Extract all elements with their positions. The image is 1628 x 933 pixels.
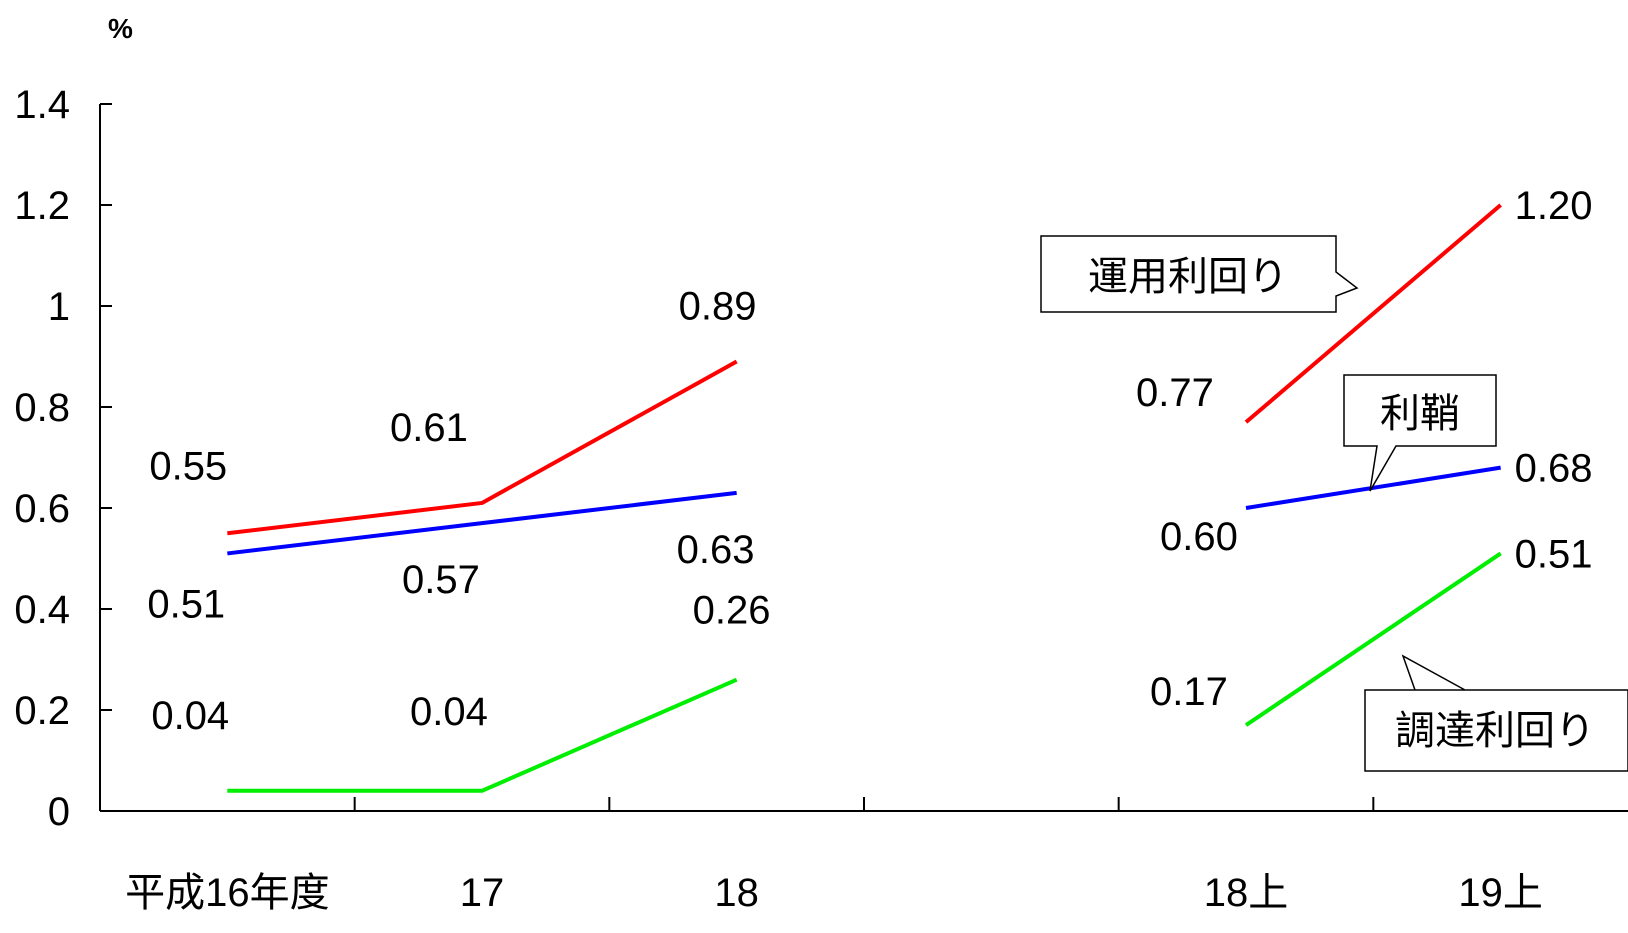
- data-label: 0.51: [1515, 532, 1593, 576]
- y-tick-label: 1.2: [14, 184, 70, 228]
- callout-choutatsu-rimawari: 調達利回り: [1364, 654, 1628, 772]
- callout-unyou-rimawari: 運用利回り: [1040, 235, 1359, 313]
- callout-box: [1364, 654, 1628, 772]
- legend-label-rizaya: 利鞘: [1380, 391, 1460, 437]
- data-label: 0.77: [1136, 371, 1214, 415]
- series-callouts: 運用利回り 利鞘 調達利回り: [1040, 235, 1628, 772]
- series-line-2: [227, 490, 737, 556]
- data-label: 0.55: [149, 444, 227, 488]
- series-line-3: [227, 677, 738, 793]
- x-category-label: 18上: [1204, 871, 1289, 915]
- y-tick-label: 0.6: [14, 487, 70, 531]
- data-label: 0.51: [147, 582, 225, 626]
- x-category-label: 18: [714, 871, 759, 915]
- data-labels: 0.55 0.61 0.89 0.77 1.20 0.51 0.57 0.63 0.60 0.68…: [147, 184, 1592, 738]
- data-label: 0.89: [679, 285, 757, 329]
- data-label: 0.04: [151, 694, 229, 738]
- axis-ticks: 0 0.2 0.4 0.6 0.8 1 1.2 1.4 平成16年度 17 18 18上 19上: [14, 83, 1543, 915]
- series-line-1: [1244, 203, 1502, 424]
- data-label: 0.63: [677, 528, 755, 572]
- data-label: 0.57: [402, 558, 480, 602]
- x-category-label: 平成16年度: [125, 871, 330, 915]
- series-line-1: [227, 359, 738, 536]
- data-label: 0.04: [410, 690, 488, 734]
- data-label: 0.61: [390, 406, 468, 450]
- x-category-label: 19上: [1458, 871, 1543, 915]
- y-tick-label: 0.4: [14, 588, 70, 632]
- data-label: 0.60: [1160, 515, 1238, 559]
- callout-box: [1343, 374, 1497, 492]
- series-lines: [227, 203, 1502, 793]
- data-label: 0.68: [1515, 447, 1593, 491]
- legend-label-choutatsu-rimawari: 調達利回り: [1395, 708, 1595, 754]
- data-label: 1.20: [1515, 184, 1593, 228]
- data-label: 0.26: [693, 589, 771, 633]
- y-tick-label: 0.8: [14, 386, 70, 430]
- data-label: 0.17: [1150, 670, 1228, 714]
- y-tick-label: 0: [48, 790, 70, 834]
- y-unit-label: %: [108, 13, 133, 44]
- series-line-2: [1245, 465, 1501, 510]
- legend-label-unyou-rimawari: 運用利回り: [1088, 254, 1288, 300]
- callout-box: [1040, 235, 1359, 313]
- y-tick-label: 1: [48, 285, 70, 329]
- series-line-3: [1244, 551, 1502, 727]
- x-category-label: 17: [460, 871, 505, 915]
- callout-rizaya: 利鞘: [1343, 374, 1497, 492]
- y-tick-label: 0.2: [14, 689, 70, 733]
- y-tick-label: 1.4: [14, 83, 70, 127]
